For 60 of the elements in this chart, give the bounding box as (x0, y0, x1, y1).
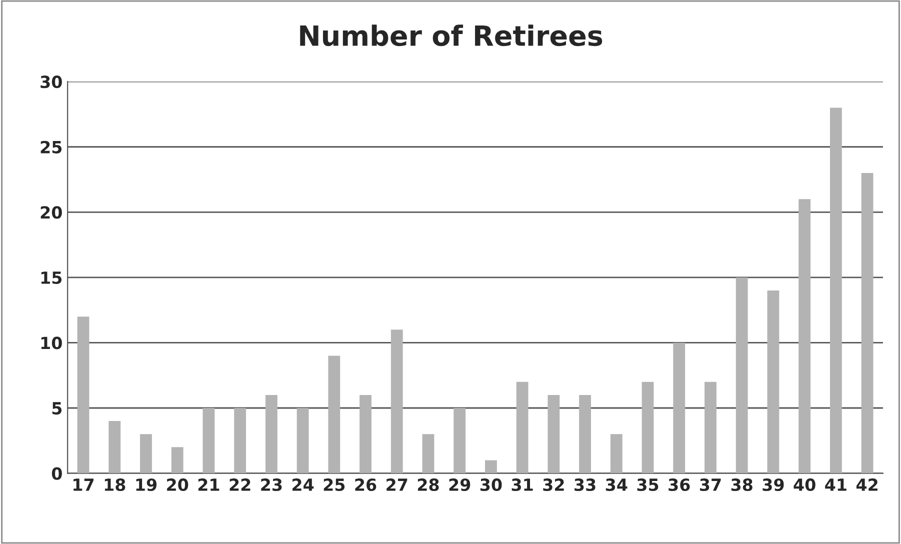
bar (108, 421, 121, 474)
x-tick-label: 42 (856, 478, 878, 491)
bar (140, 434, 152, 474)
bar (673, 342, 686, 474)
x-tick-label: 28 (418, 478, 439, 492)
bar (234, 408, 246, 474)
bar (485, 460, 497, 474)
bar (390, 330, 403, 474)
x-tick-label: 26 (355, 478, 376, 492)
y-tick-label: 5 (52, 402, 62, 415)
bar (77, 316, 90, 474)
y-tick-label: 20 (40, 206, 62, 219)
x-tick-label: 40 (794, 478, 816, 492)
x-tick-label: 33 (574, 478, 596, 492)
bar (328, 356, 340, 474)
x-tick-label: 21 (198, 478, 220, 491)
x-tick-label: 36 (668, 478, 690, 492)
bar (861, 172, 874, 474)
x-tick-label: 30 (480, 478, 502, 492)
x-tick-label: 39 (762, 478, 784, 492)
bar (296, 408, 309, 474)
bar (579, 394, 591, 474)
x-tick-label: 27 (386, 478, 408, 491)
bar (454, 408, 466, 474)
y-tick-label: 10 (41, 336, 62, 350)
bar (830, 108, 842, 474)
x-tick-label: 31 (512, 478, 533, 492)
x-tick-label: 25 (324, 478, 345, 492)
bar (422, 434, 434, 474)
bar (360, 394, 372, 474)
y-tick-label: 25 (40, 140, 62, 154)
y-tick-label: 30 (40, 76, 62, 88)
bar (798, 199, 811, 474)
bar (171, 447, 184, 474)
x-tick-label: 35 (637, 478, 658, 492)
x-tick-label: 34 (606, 478, 628, 492)
x-tick-label: 23 (261, 478, 282, 492)
x-tick-label: 41 (825, 478, 846, 491)
bar (202, 408, 215, 474)
x-tick-label: 17 (74, 478, 94, 491)
bar (610, 434, 622, 474)
x-tick-label: 22 (230, 478, 250, 491)
x-tick-label: 38 (731, 478, 752, 492)
x-tick-label: 32 (543, 478, 564, 492)
x-tick-label: 20 (167, 478, 188, 492)
chart-title: Number of Retirees (300, 24, 602, 46)
bar (767, 290, 780, 474)
y-tick-label: 0 (52, 467, 62, 480)
y-tick-label: 15 (41, 272, 62, 284)
bar (548, 394, 560, 474)
bar (736, 277, 748, 474)
bar (642, 382, 654, 474)
bar (265, 394, 278, 474)
x-tick-label: 24 (292, 478, 314, 491)
x-tick-label: 37 (700, 478, 721, 492)
x-tick-label: 29 (449, 478, 470, 492)
bar (516, 382, 528, 474)
bar (704, 382, 716, 474)
x-tick-label: 19 (136, 478, 157, 492)
x-tick-label: 18 (104, 478, 126, 492)
